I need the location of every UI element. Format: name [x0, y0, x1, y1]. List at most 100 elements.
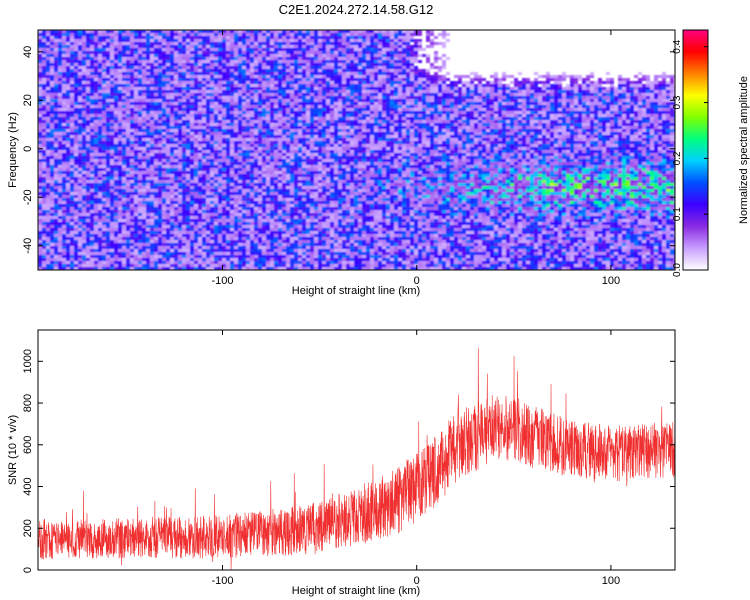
heatmap-cell: [186, 66, 190, 69]
heatmap-cell: [222, 132, 226, 135]
heatmap-cell: [546, 126, 550, 129]
heatmap-cell: [74, 45, 78, 48]
heatmap-cell: [514, 99, 518, 102]
heatmap-cell: [306, 60, 310, 63]
heatmap-cell: [386, 84, 390, 87]
heatmap-cell: [58, 99, 62, 102]
heatmap-cell: [246, 99, 250, 102]
heatmap-cell: [70, 69, 74, 72]
heatmap-cell: [102, 126, 106, 129]
heatmap-cell: [190, 102, 194, 105]
heatmap-cell: [466, 117, 470, 120]
heatmap-cell: [394, 30, 398, 33]
heatmap-cell: [438, 75, 442, 78]
heatmap-cell: [478, 87, 482, 90]
heatmap-cell: [94, 51, 98, 54]
heatmap-cell: [346, 135, 350, 138]
heatmap-cell: [334, 78, 338, 81]
heatmap-cell: [506, 117, 510, 120]
heatmap-cell: [630, 102, 634, 105]
heatmap-cell: [54, 75, 58, 78]
heatmap-cell: [346, 69, 350, 72]
heatmap-cell: [414, 138, 418, 141]
heatmap-cell: [670, 111, 674, 114]
heatmap-cell: [258, 93, 262, 96]
heatmap-cell: [590, 99, 594, 102]
heatmap-cell: [146, 36, 150, 39]
heatmap-cell: [666, 99, 670, 102]
heatmap-cell: [594, 96, 598, 99]
heatmap-cell: [618, 105, 622, 108]
heatmap-cell: [290, 138, 294, 141]
heatmap-cell: [410, 111, 414, 114]
heatmap-cell: [426, 123, 430, 126]
heatmap-cell: [106, 123, 110, 126]
heatmap-cell: [582, 96, 586, 99]
heatmap-cell: [174, 105, 178, 108]
heatmap-cell: [498, 129, 502, 132]
heatmap-cell: [234, 117, 238, 120]
heatmap-cell: [110, 75, 114, 78]
heatmap-cell: [386, 117, 390, 120]
heatmap-cell: [126, 48, 130, 51]
heatmap-cell: [110, 30, 114, 33]
heatmap-cell: [346, 123, 350, 126]
heatmap-cell: [502, 135, 506, 138]
heatmap-cell: [394, 117, 398, 120]
heatmap-cell: [566, 87, 570, 90]
heatmap-cell: [250, 54, 254, 57]
heatmap-cell: [434, 129, 438, 132]
heatmap-cell: [102, 63, 106, 66]
heatmap-cell: [370, 93, 374, 96]
heatmap-cell: [286, 123, 290, 126]
heatmap-cell: [82, 93, 86, 96]
heatmap-cell: [186, 87, 190, 90]
heatmap-cell: [498, 78, 502, 81]
heatmap-cell: [146, 135, 150, 138]
heatmap-cell: [526, 90, 530, 93]
heatmap-cell: [58, 54, 62, 57]
heatmap-cell: [150, 141, 154, 144]
heatmap-cell: [242, 30, 246, 33]
heatmap-cell: [370, 87, 374, 90]
heatmap-cell: [110, 126, 114, 129]
heatmap-cell: [326, 114, 330, 117]
heatmap-cell: [214, 93, 218, 96]
heatmap-cell: [122, 69, 126, 72]
heatmap-cell: [290, 78, 294, 81]
heatmap-cell: [434, 72, 438, 75]
heatmap-cell: [154, 66, 158, 69]
heatmap-cell: [50, 42, 54, 45]
heatmap-cell: [226, 54, 230, 57]
heatmap-cell: [414, 105, 418, 108]
heatmap-cell: [194, 60, 198, 63]
heatmap-cell: [318, 66, 322, 69]
heatmap-cell: [666, 129, 670, 132]
heatmap-cell: [354, 129, 358, 132]
heatmap-cell: [634, 102, 638, 105]
heatmap-cell: [50, 96, 54, 99]
heatmap-cell: [406, 72, 410, 75]
heatmap-cell: [314, 129, 318, 132]
heatmap-cell: [318, 105, 322, 108]
heatmap-cell: [610, 78, 614, 81]
heatmap-cell: [294, 72, 298, 75]
heatmap-cell: [130, 108, 134, 111]
heatmap-cell: [650, 120, 654, 123]
heatmap-cell: [366, 66, 370, 69]
heatmap-cell: [406, 84, 410, 87]
heatmap-cell: [202, 135, 206, 138]
heatmap-cell: [318, 84, 322, 87]
heatmap-cell: [242, 99, 246, 102]
heatmap-cell: [642, 93, 646, 96]
heatmap-cell: [390, 120, 394, 123]
heatmap-cell: [94, 78, 98, 81]
heatmap-cell: [622, 81, 626, 84]
heatmap-cell: [402, 90, 406, 93]
heatmap-cell: [386, 90, 390, 93]
heatmap-cell: [602, 132, 606, 135]
heatmap-cell: [66, 36, 70, 39]
heatmap-cell: [578, 84, 582, 87]
heatmap-cell: [622, 120, 626, 123]
heatmap-cell: [350, 78, 354, 81]
